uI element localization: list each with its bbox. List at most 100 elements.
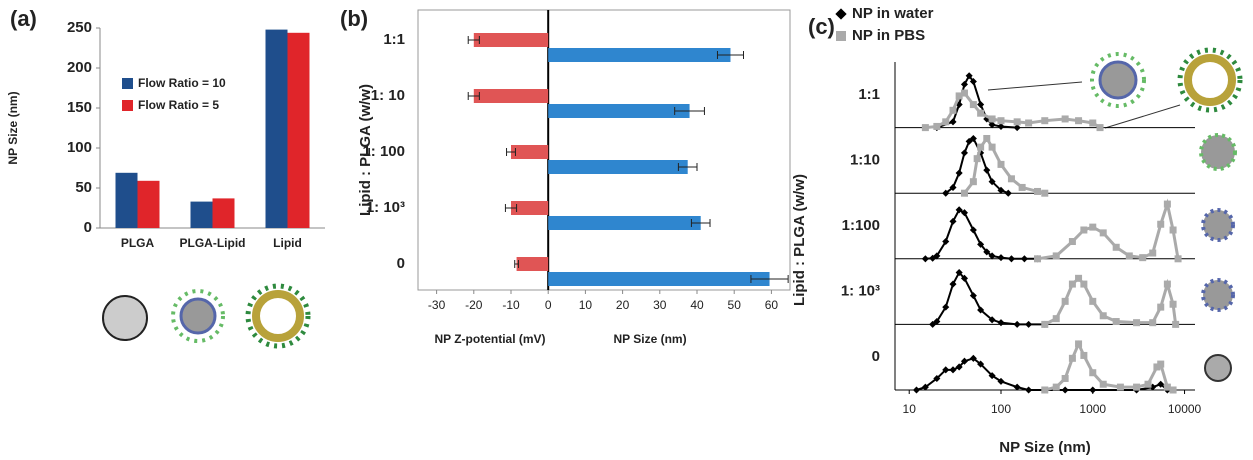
point: [912, 386, 921, 394]
point: [1080, 351, 1088, 359]
icon-peg: [1090, 52, 1146, 108]
point: [988, 121, 996, 129]
point: [1089, 369, 1097, 377]
bar: [115, 172, 138, 228]
point: [965, 137, 973, 145]
error-bar: [677, 163, 698, 171]
point: [965, 72, 973, 80]
point: [1007, 255, 1015, 263]
point: [1144, 380, 1152, 388]
x-axis-label: NP Size (nm): [999, 439, 1090, 456]
icon-peg: [245, 283, 311, 349]
y-tick-label: 1: 100: [362, 143, 405, 160]
point: [942, 237, 950, 246]
icons: [102, 47, 1243, 382]
point: [933, 317, 941, 326]
bar: [473, 33, 549, 47]
bar: [511, 145, 549, 159]
bar: [548, 272, 770, 286]
point: [977, 360, 985, 368]
error-bar: [467, 92, 480, 100]
point: [1112, 318, 1120, 326]
point: [949, 280, 957, 288]
point: [949, 366, 957, 374]
y-axis-label: Lipid : PLGA (w/w): [357, 84, 374, 216]
point: [1163, 200, 1171, 208]
point: [988, 316, 996, 324]
bar: [287, 32, 310, 228]
point: [983, 248, 991, 256]
point: [988, 178, 996, 186]
point: [1116, 383, 1124, 391]
point: [1018, 183, 1026, 191]
point: [960, 274, 969, 282]
line: [925, 208, 1038, 260]
y-tick-label: 0: [397, 255, 405, 272]
point: [1080, 226, 1088, 234]
point: [1169, 386, 1177, 394]
point: [1068, 280, 1076, 288]
bar: [511, 201, 549, 215]
point: [921, 124, 929, 132]
point: [969, 101, 977, 109]
point: [960, 357, 969, 365]
error-bar: [750, 275, 789, 283]
line: [1037, 198, 1180, 261]
point: [983, 134, 991, 142]
icon-liposome: [1184, 54, 1236, 106]
point: [1133, 383, 1141, 391]
point: [969, 178, 977, 186]
plot-frame: [417, 9, 791, 291]
y-tick-label: 100: [67, 139, 92, 156]
panel-label: (a): [10, 6, 37, 31]
point: [969, 226, 977, 234]
x-tick-label: 10: [903, 402, 917, 416]
point: [1013, 118, 1021, 126]
icon-peg: [1177, 47, 1243, 113]
point: [1025, 320, 1033, 328]
point: [949, 217, 957, 225]
x-axis-label: NP Z-potential (mV): [434, 332, 545, 346]
legend-label: Flow Ratio = 5: [138, 98, 219, 112]
point: [1169, 300, 1177, 308]
point: [1034, 187, 1042, 195]
point: [1013, 383, 1021, 391]
point: [1004, 189, 1012, 197]
point: [988, 143, 996, 151]
point: [1041, 320, 1049, 328]
point: [955, 363, 963, 371]
point: [969, 77, 977, 86]
point: [997, 186, 1005, 194]
bar: [212, 198, 235, 228]
point: [1041, 386, 1049, 394]
error-bar: [674, 107, 705, 115]
point: [1172, 320, 1180, 328]
icon-plga: [102, 295, 148, 341]
panel-label: (c): [808, 14, 835, 39]
icon-hybrid: [1098, 60, 1138, 100]
y-axis-label: Lipid : PLGA (w/w): [791, 174, 808, 306]
bar: [548, 48, 731, 62]
point: [973, 155, 981, 163]
y-tick-label: 1: 10³: [366, 199, 405, 216]
point: [1052, 315, 1060, 323]
point: [1034, 255, 1042, 263]
x-tick-label: 0: [545, 298, 552, 312]
row-label: 1:100: [842, 217, 880, 234]
point: [949, 106, 957, 114]
x-tick-label: PLGA-Lipid: [180, 236, 246, 250]
point: [988, 115, 996, 123]
point: [942, 189, 950, 197]
legend-swatch: [122, 100, 133, 111]
point: [977, 143, 985, 151]
point: [969, 292, 977, 300]
point: [942, 118, 950, 126]
point: [1157, 360, 1165, 368]
x-tick-label: PLGA: [121, 236, 155, 250]
row-label: 0: [872, 348, 880, 365]
point: [1068, 238, 1076, 246]
point: [1025, 386, 1033, 394]
legend-marker: [836, 31, 846, 41]
point: [977, 306, 985, 314]
point: [997, 117, 1005, 125]
